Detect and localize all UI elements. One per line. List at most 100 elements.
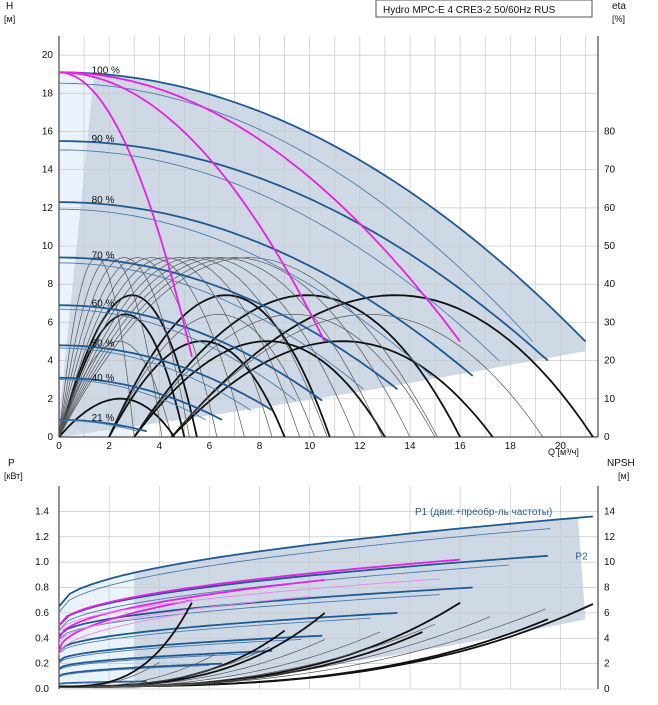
top-y2-tick-label: 80 [604,126,616,137]
x-axis-label: Q [м³/ч] [548,447,579,457]
power-curve-thin [58,617,371,654]
top-y2-tick-label: 0 [604,432,610,443]
pump-curve-thin [58,82,534,342]
power-annotation: P1 (двиг.+преобр-ль частоты) [415,506,552,518]
top-y2-tick-label: 40 [604,279,616,290]
single-pump-curve [58,71,193,358]
bottom-y2-label: NPSH [607,458,635,469]
power-curve [58,586,473,637]
top-x-tick-label: 8 [257,441,263,452]
bottom-y-tick-label: 0.8 [35,583,49,594]
top-operating-envelope [59,73,586,437]
speed-label: 60 % [92,298,115,309]
single-pump-power-curve-thin [58,595,312,644]
efficiency-curve [58,397,176,438]
power-curve-thin [58,638,302,664]
speed-label: 40 % [92,373,115,384]
pump-curve [58,71,587,343]
efficiency-curve [58,257,411,438]
pump-curve-thin [59,379,206,421]
efficiency-curve [58,257,356,438]
top-y-tick-label: 0 [47,432,53,443]
single-pump-power-curve [58,558,461,627]
top-y2-tick-label: 50 [604,241,616,252]
efficiency-curve [58,257,190,438]
pump-curve-thin [59,347,252,411]
bottom-y-tick-label: 1.2 [35,532,49,543]
efficiency-curve [58,257,438,438]
efficiency-curve [171,313,544,438]
single-pump-power-curve-thin [58,613,186,655]
pump-curve-thin [59,262,364,390]
bottom-y-tick-label: 0.0 [35,684,49,695]
pump-curve [58,304,323,402]
top-x-tick-label: 2 [106,441,112,452]
chart-title: Hydro MPC-E 4 CRE3-2 50/60Hz RUS [383,5,556,16]
speed-label: 70 % [92,251,115,262]
single-pump-power-curve-thin [58,578,441,633]
pump-curve [59,256,398,391]
top-y-tick-label: 14 [42,165,54,176]
top-y2-tick-label: 70 [604,165,616,176]
power-plot: 0.0 0.2 0.4 0.6 0.8 1.0 1.2 1.4 0 2 4 6 8 10 12 14 P1 (д… [35,486,616,695]
bottom-y2-tick-label: 10 [604,557,616,568]
bottom-y-tick-label: 1.0 [35,557,49,568]
title-box [375,0,593,18]
efficiency-curve [58,257,383,438]
power-curve [58,554,548,627]
power-curve-thin [58,664,209,678]
power-curve [58,612,398,652]
bottom-y2-unit: [м] [618,471,629,481]
top-y-tick-label: 20 [42,50,54,61]
bottom-y-tick-label: 0.4 [35,633,49,644]
top-y-tick-label: 18 [42,88,54,99]
speed-label: 21 % [92,413,115,424]
power-curve-thin [58,681,140,685]
top-y2-tick-label: 20 [604,356,616,367]
top-y2-tick-label: 60 [604,203,616,214]
speed-label: 80 % [92,195,115,206]
top-x-tick-label: 20 [555,441,567,452]
efficiency-curve [58,257,301,438]
top-x-tick-label: 14 [404,441,416,452]
pump-curve [59,418,147,433]
top-y-tick-label: 2 [47,394,53,405]
top-y-tick-label: 8 [47,279,53,290]
bottom-y2-tick-label: 0 [604,684,610,695]
pump-curve [58,201,474,377]
speed-label: 90 % [92,134,115,145]
bottom-y-tick-label: 1.4 [35,506,49,517]
single-pump-power-curve [58,579,325,639]
efficiency-curve [133,294,461,438]
top-y2-tick-label: 30 [604,317,616,328]
top-x-tick-label: 16 [455,441,467,452]
top-x-tick-label: 12 [354,441,366,452]
bottom-y2-tick-label: 6 [604,608,610,619]
pump-curve [58,344,273,412]
bottom-y2-tick-label: 12 [604,532,616,543]
bottom-y2-tick-label: 14 [604,506,616,517]
single-pump-curve [58,71,326,342]
power-curve [58,634,323,662]
efficiency-curve [58,257,328,438]
pump-curve-thin [59,208,432,377]
power-annotation: P2 [575,552,588,563]
speed-label: 50 % [92,338,115,349]
bottom-y-label: P [8,458,15,469]
efficiency-curve [58,313,186,438]
pump-curve [59,376,223,421]
bottom-y-tick-label: 0.6 [35,608,49,619]
power-curve-thin [58,653,256,671]
bottom-y2-tick-label: 4 [604,633,610,644]
bottom-y2-tick-label: 8 [604,583,610,594]
efficiency-curve [171,340,494,438]
power-curve-thin [58,594,440,640]
top-x-tick-label: 6 [207,441,213,452]
efficiency-curve [108,294,331,438]
top-x-tick-label: 0 [56,441,62,452]
single-pump-curve [58,71,461,343]
top-y-label: H [6,1,13,12]
efficiency-curve [171,294,594,438]
single-pump-power-curve [58,599,193,652]
